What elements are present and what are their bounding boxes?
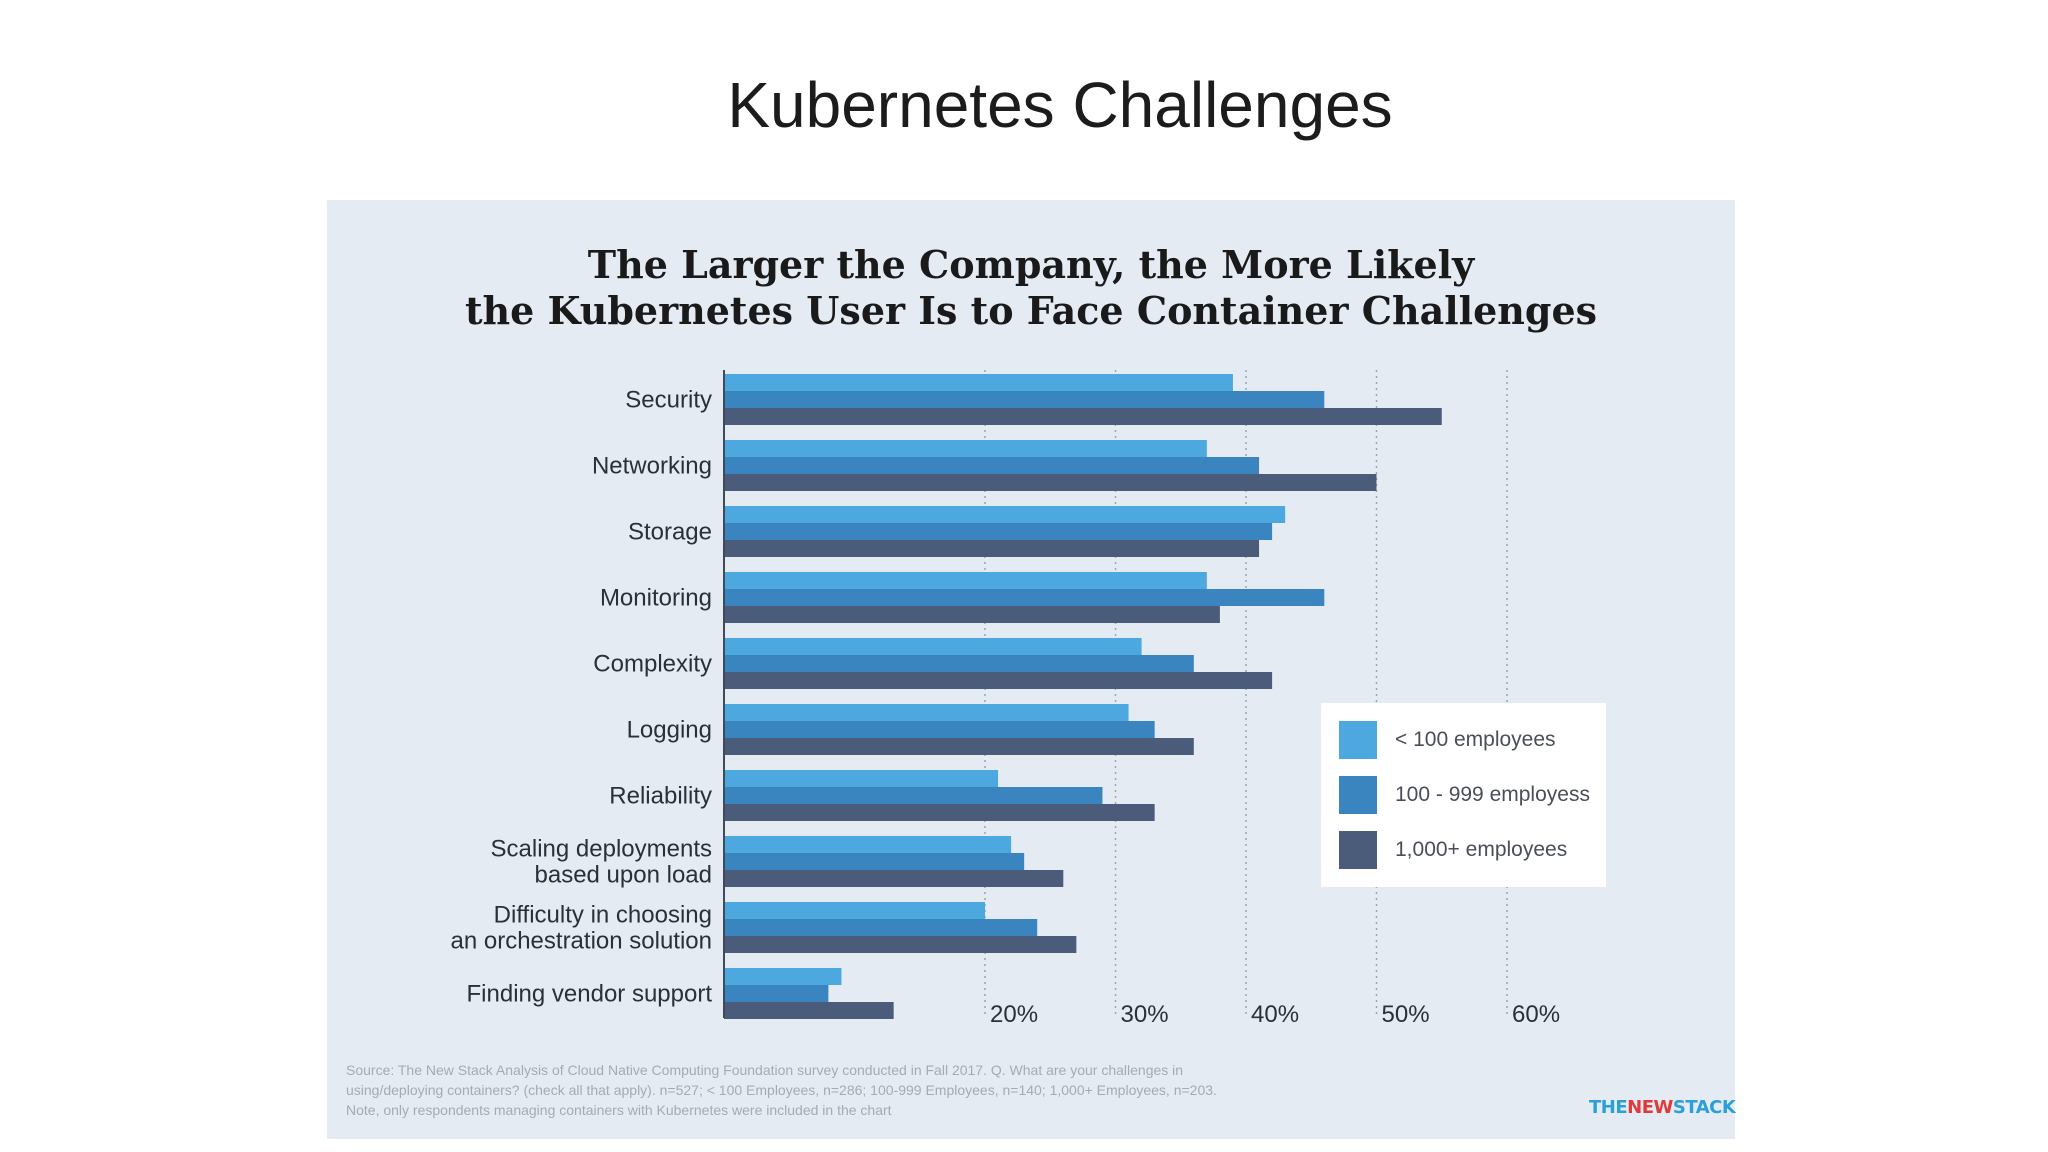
logo-part: THE — [1589, 1097, 1628, 1118]
legend-item: < 100 employees — [1339, 721, 1556, 759]
category-label: Storage — [628, 519, 712, 546]
legend-label: < 100 employees — [1395, 728, 1556, 751]
bar — [724, 540, 1260, 557]
legend-item: 100 - 999 employess — [1339, 776, 1590, 814]
bar — [724, 721, 1155, 738]
bar — [724, 787, 1103, 804]
chart-title-line-2: the Kubernetes User Is to Face Container… — [464, 288, 1598, 333]
legend-label: 100 - 999 employess — [1395, 783, 1590, 806]
bar — [724, 672, 1273, 689]
bar — [724, 853, 1025, 870]
category-label: Networking — [592, 453, 712, 480]
bar — [724, 836, 1012, 853]
footnote-line: using/deploying containers? (check all t… — [346, 1082, 1217, 1098]
category-label: Reliability — [609, 783, 712, 810]
bar — [724, 804, 1155, 821]
tick-label: 30% — [1121, 1001, 1169, 1028]
category-label: Security — [625, 387, 712, 414]
legend-swatch — [1339, 776, 1377, 814]
bar — [724, 572, 1207, 589]
legend-label: 1,000+ employees — [1395, 838, 1568, 861]
tick-label: 60% — [1512, 1001, 1560, 1028]
bar — [724, 985, 829, 1002]
bar — [724, 523, 1273, 540]
legend: < 100 employees 100 - 999 employess 1,00… — [1321, 703, 1606, 887]
logo-part: NEW — [1627, 1097, 1673, 1118]
bar — [724, 391, 1325, 408]
tick-labels: 20% 30% 40% 50% 60% — [990, 1001, 1560, 1028]
bar — [724, 408, 1442, 425]
category-labels: Security Networking Storage Monitoring Compl… — [451, 387, 713, 1008]
bar — [724, 902, 985, 919]
logo-part: STACK — [1672, 1097, 1736, 1118]
bar — [724, 936, 1077, 953]
bar — [724, 704, 1129, 721]
category-label: Finding vendor support — [467, 981, 713, 1008]
tick-label: 20% — [990, 1001, 1038, 1028]
category-label: Complexity — [593, 651, 712, 678]
bar — [724, 457, 1260, 474]
category-label: Monitoring — [600, 585, 712, 612]
legend-swatch — [1339, 831, 1377, 869]
bar — [724, 589, 1325, 606]
bar — [724, 1002, 894, 1019]
bar — [724, 919, 1038, 936]
bar — [724, 655, 1194, 672]
footnote-line: Source: The New Stack Analysis of Cloud … — [346, 1062, 1184, 1078]
category-label: an orchestration solution — [451, 928, 713, 955]
bars — [724, 374, 1442, 1019]
category-label: Logging — [627, 717, 712, 744]
bar — [724, 968, 842, 985]
bar-chart: Security Networking Storage Monitoring Compl… — [451, 370, 1560, 1028]
category-label: based upon load — [535, 862, 713, 889]
bar — [724, 738, 1194, 755]
bar — [724, 606, 1220, 623]
bar — [724, 870, 1064, 887]
bar — [724, 506, 1286, 523]
bar — [724, 440, 1207, 457]
chart-title: The Larger the Company, the More Likely … — [327, 242, 1735, 334]
bar — [724, 474, 1377, 491]
tick-label: 50% — [1382, 1001, 1430, 1028]
category-label: Difficulty in choosing — [494, 902, 712, 929]
chart-panel: The Larger the Company, the More Likely … — [327, 200, 1736, 1139]
legend-swatch — [1339, 721, 1377, 759]
tick-label: 40% — [1251, 1001, 1299, 1028]
the-new-stack-logo: THENEWSTACK — [1589, 1097, 1736, 1118]
chart-title-line-1: The Larger the Company, the More Likely — [587, 242, 1475, 287]
footnote-line: Note, only respondents managing containe… — [346, 1102, 892, 1118]
category-label: Scaling deployments — [491, 836, 712, 863]
bar — [724, 374, 1233, 391]
bar — [724, 770, 999, 787]
bar — [724, 638, 1142, 655]
slide-title: Kubernetes Challenges — [727, 69, 1393, 141]
source-footnote: Source: The New Stack Analysis of Cloud … — [346, 1060, 1426, 1120]
legend-item: 1,000+ employees — [1339, 831, 1567, 869]
